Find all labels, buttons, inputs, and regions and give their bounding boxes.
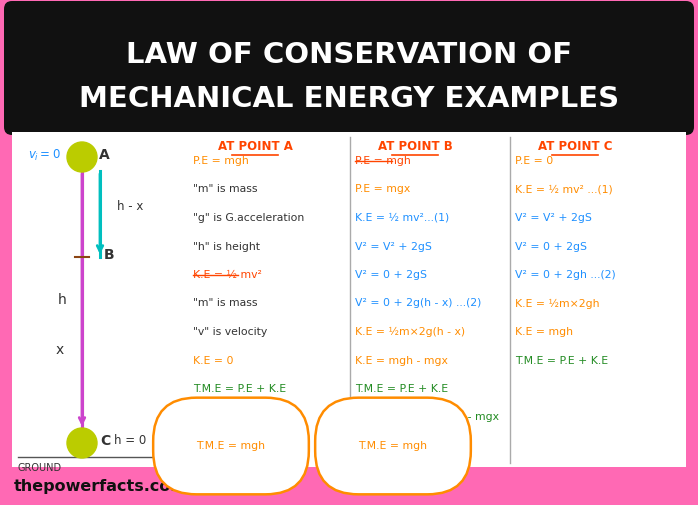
Text: T.M.E = mgx + mgh - mgx: T.M.E = mgx + mgh - mgx — [355, 413, 499, 423]
Text: thepowerfacts.com: thepowerfacts.com — [14, 480, 188, 494]
Text: B: B — [104, 248, 114, 262]
Text: K.E = ½ mv²: K.E = ½ mv² — [193, 270, 262, 280]
Text: A: A — [99, 148, 110, 162]
Text: V² = 0 + 2gS: V² = 0 + 2gS — [355, 270, 427, 280]
Text: AT POINT B: AT POINT B — [378, 140, 452, 154]
Text: K.E = mgh - mgx: K.E = mgh - mgx — [355, 356, 448, 366]
Text: T.M.E = mgh: T.M.E = mgh — [197, 441, 265, 451]
Text: T.M.E = P.E + K.E: T.M.E = P.E + K.E — [193, 384, 286, 394]
Circle shape — [67, 142, 97, 172]
Text: K.E = ½m×2gh: K.E = ½m×2gh — [515, 298, 600, 309]
Text: GROUND: GROUND — [18, 463, 62, 473]
Text: K.E = mgh: K.E = mgh — [515, 327, 573, 337]
Text: P.E = 0: P.E = 0 — [515, 156, 554, 166]
Text: h: h — [58, 293, 66, 307]
Text: "h" is height: "h" is height — [193, 241, 260, 251]
Text: K.E = 0: K.E = 0 — [193, 356, 234, 366]
FancyBboxPatch shape — [12, 132, 686, 467]
Text: "m" is mass: "m" is mass — [193, 298, 258, 309]
Text: V² = V² + 2gS: V² = V² + 2gS — [515, 213, 592, 223]
Text: T.M.E = mgh: T.M.E = mgh — [359, 441, 427, 451]
Text: AT POINT C: AT POINT C — [537, 140, 612, 154]
Text: T.M.E = P.E + K.E: T.M.E = P.E + K.E — [355, 384, 448, 394]
Circle shape — [67, 428, 97, 458]
Text: "m" is mass: "m" is mass — [193, 184, 258, 194]
Text: AT POINT A: AT POINT A — [218, 140, 292, 154]
Text: V² = V² + 2gS: V² = V² + 2gS — [355, 241, 432, 251]
FancyBboxPatch shape — [4, 1, 694, 135]
Text: P.E = mgh: P.E = mgh — [355, 156, 410, 166]
Text: $v_i = 0$: $v_i = 0$ — [28, 147, 61, 163]
Text: V² = 0 + 2gS: V² = 0 + 2gS — [515, 241, 587, 251]
Text: K.E = ½ mv²...(1): K.E = ½ mv²...(1) — [355, 213, 450, 223]
Text: P.E = mgx: P.E = mgx — [355, 184, 410, 194]
Text: LAW OF CONSERVATION OF: LAW OF CONSERVATION OF — [126, 41, 572, 69]
Text: h = 0: h = 0 — [114, 434, 147, 447]
Text: "v" is velocity: "v" is velocity — [193, 327, 267, 337]
Text: V² = 0 + 2gh ...(2): V² = 0 + 2gh ...(2) — [515, 270, 616, 280]
Text: V² = 0 + 2g(h - x) ...(2): V² = 0 + 2g(h - x) ...(2) — [355, 298, 482, 309]
Text: MECHANICAL ENERGY EXAMPLES: MECHANICAL ENERGY EXAMPLES — [79, 85, 619, 113]
Text: P.E = mgh: P.E = mgh — [193, 156, 248, 166]
Text: h - x: h - x — [117, 200, 143, 214]
Text: K.E = ½ mv² ...(1): K.E = ½ mv² ...(1) — [515, 184, 613, 194]
Text: T.M.E = mgh + 0: T.M.E = mgh + 0 — [193, 413, 285, 423]
Text: T.M.E = P.E + K.E: T.M.E = P.E + K.E — [515, 356, 608, 366]
Text: K.E = ½m×2g(h - x): K.E = ½m×2g(h - x) — [355, 327, 465, 337]
Text: C: C — [100, 434, 110, 448]
Text: "g" is G.acceleration: "g" is G.acceleration — [193, 213, 304, 223]
Text: x: x — [56, 343, 64, 357]
